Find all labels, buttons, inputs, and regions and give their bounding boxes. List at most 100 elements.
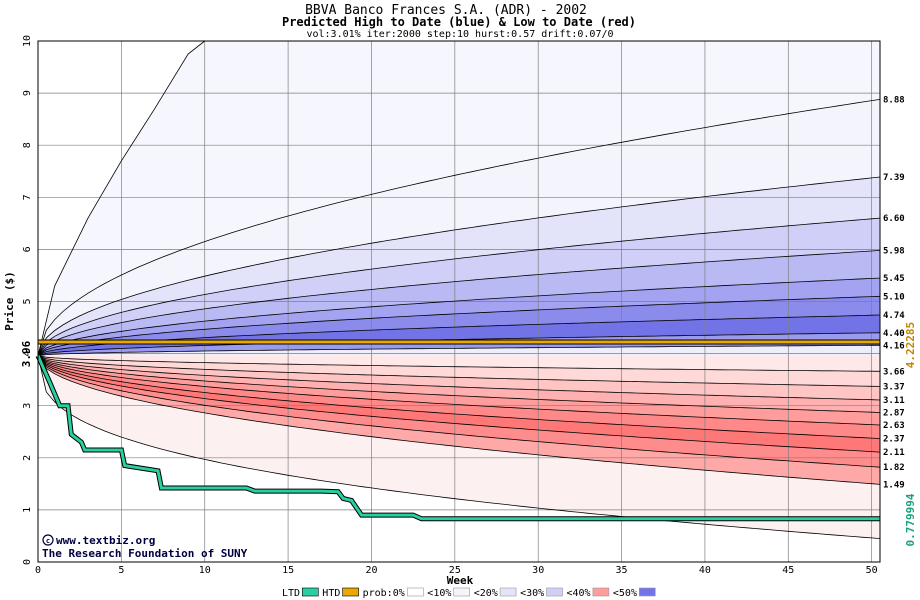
legend-swatch <box>342 587 359 597</box>
high-final-label: 4.74 <box>883 311 905 321</box>
y-tick-label: 4 <box>22 351 33 357</box>
high-contour-8 <box>37 344 880 357</box>
high-envelope-line <box>37 40 205 356</box>
legend-swatch <box>592 587 610 597</box>
ltd-value-readout: 0.779994 <box>904 493 917 546</box>
ltd-series-line <box>36 355 880 521</box>
x-axis-label: Week <box>447 574 474 587</box>
y-tick-label: 5 <box>22 298 33 304</box>
x-tick-label: 25 <box>449 565 461 576</box>
copyright-mark: c <box>46 537 50 545</box>
final-quantile-labels: 8.88 7.39 6.60 5.98 5.45 5.10 4.74 4.40 4.16 3.66… <box>883 95 905 490</box>
legend-swatch <box>499 587 517 597</box>
high-contour-5 <box>37 295 881 357</box>
low-contour-0 <box>37 355 881 372</box>
low-band-2 <box>38 355 880 400</box>
high-band-5 <box>38 278 880 356</box>
chart-parameters: vol:3.01% iter:2000 step:10 hurst:0.57 d… <box>306 29 613 40</box>
high-band-6 <box>38 296 880 356</box>
x-tick-label: 15 <box>282 565 294 576</box>
credit-site: www.textbiz.org <box>56 534 155 547</box>
low-envelope-line <box>37 355 881 539</box>
x-tick-label: 45 <box>782 565 794 576</box>
x-tick-label: 20 <box>365 565 377 576</box>
high-final-label: 4.40 <box>883 329 905 339</box>
low-final-label: 3.66 <box>883 367 905 377</box>
series-lines <box>35 339 880 522</box>
legend-label: HTD <box>322 588 340 599</box>
low-final-label: 2.11 <box>883 448 905 458</box>
y-axis-label: Price ($) <box>3 271 16 331</box>
high-contour-3 <box>37 250 881 356</box>
high-final-label: 5.98 <box>883 246 905 256</box>
high-band-7 <box>38 315 880 356</box>
legend: LTD HTD prob:0% <10% <20% <30% <40% <50% <box>282 587 656 599</box>
high-final-label: 5.10 <box>883 292 905 302</box>
low-contour-6 <box>37 355 881 453</box>
low-outer-band <box>38 355 880 539</box>
high-final-label: 6.60 <box>883 214 905 224</box>
y-tick-label: 9 <box>22 90 33 96</box>
copyright-icon <box>42 534 54 546</box>
high-band-4 <box>38 250 880 356</box>
low-band-8 <box>38 355 880 485</box>
legend-label: prob:0% <box>363 588 405 599</box>
low-final-label: 1.49 <box>883 480 905 490</box>
htd-value-readout: 4.22285 <box>904 322 917 368</box>
low-contour-3 <box>37 355 881 413</box>
y-tick-label: 2 <box>22 455 33 461</box>
low-final-label: 2.63 <box>883 421 905 431</box>
high-final-label: 8.88 <box>883 95 905 105</box>
y-tick-label: 10 <box>22 35 33 47</box>
high-band-1 <box>38 99 880 356</box>
x-tick-label: 50 <box>866 565 878 576</box>
y-tick-label: 3 <box>22 403 33 409</box>
high-contour-2 <box>37 217 881 356</box>
low-contour-7 <box>37 355 881 468</box>
high-outer-band <box>38 41 880 356</box>
low-band-core <box>38 355 880 372</box>
low-final-label: 2.87 <box>883 408 905 418</box>
x-tick-labels: 0 5 10 15 20 25 30 35 40 45 50 <box>35 565 878 576</box>
chart-subtitle: Predicted High to Date (blue) & Low to D… <box>282 15 636 29</box>
low-final-label: 1.82 <box>883 463 905 473</box>
legend-swatch <box>546 587 563 597</box>
high-contour-0 <box>37 99 881 356</box>
legend-label: <50% <box>613 588 637 599</box>
y-tick-label: 7 <box>22 194 33 200</box>
low-final-label: 3.37 <box>883 382 905 392</box>
credits: c www.textbiz.org The Research Foundatio… <box>42 534 248 560</box>
x-tick-label: 40 <box>699 565 711 576</box>
chart-title: BBVA Banco Frances S.A. (ADR) - 2002 <box>305 3 587 18</box>
y-tick-label: 8 <box>22 142 33 148</box>
probability-bands <box>38 41 880 539</box>
low-contour-8 <box>37 355 881 485</box>
high-final-label: 5.45 <box>883 274 905 284</box>
legend-swatch <box>638 587 656 597</box>
high-band-core <box>38 345 880 356</box>
low-band-3 <box>38 355 880 413</box>
legend-swatch <box>301 587 319 597</box>
low-contour-2 <box>37 355 881 401</box>
legend-swatch <box>453 587 471 597</box>
high-contour-1 <box>37 176 881 356</box>
low-band-4 <box>38 355 880 425</box>
low-band-1 <box>38 355 880 387</box>
x-tick-label: 10 <box>199 565 211 576</box>
y-tick-label: 0 <box>22 559 33 565</box>
legend-label: <40% <box>567 588 591 599</box>
start-price-label: 3.96 <box>20 340 33 367</box>
x-tick-label: 5 <box>118 565 124 576</box>
credit-org: The Research Foundation of SUNY <box>42 547 248 560</box>
low-band-5 <box>38 355 880 439</box>
x-tick-label: 30 <box>532 565 544 576</box>
y-tick-labels: 0 1 2 3 4 5 6 7 8 9 10 <box>22 35 33 565</box>
x-tick-label: 35 <box>616 565 628 576</box>
low-final-label: 2.37 <box>883 435 905 445</box>
high-contour-6 <box>37 314 881 357</box>
high-contour-4 <box>37 277 881 356</box>
legend-swatch <box>406 587 424 597</box>
low-contour-5 <box>37 355 881 439</box>
